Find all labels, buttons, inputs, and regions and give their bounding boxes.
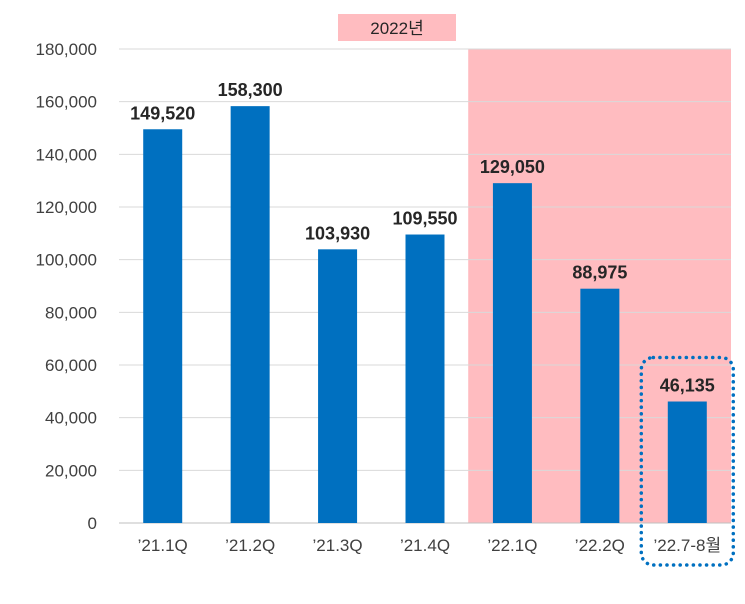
data-label: 129,050 <box>480 157 545 177</box>
x-tick-label: ’21.2Q <box>225 536 275 555</box>
x-tick-label: ’21.4Q <box>400 536 450 555</box>
legend-label-2022: 2022년 <box>370 19 423 38</box>
data-label: 158,300 <box>218 80 283 100</box>
y-tick-label: 80,000 <box>45 303 97 322</box>
y-tick-label: 120,000 <box>36 198 97 217</box>
emphasis-box-layer <box>639 355 736 567</box>
data-label-layer: 149,520 158,300 103,930 109,550 129,050 88,97… <box>130 80 715 395</box>
y-tick-label: 0 <box>88 514 97 533</box>
bar <box>492 183 532 523</box>
data-label: 149,520 <box>130 103 195 123</box>
emphasis-dotted-box <box>639 355 736 567</box>
data-label: 46,135 <box>660 376 715 396</box>
data-label: 109,550 <box>392 209 457 229</box>
x-axis: ’21.1Q ’21.2Q ’21.3Q ’21.4Q ’22.1Q ’22.2Q ’22.… <box>138 536 721 555</box>
bar <box>405 234 445 524</box>
x-tick-label: ’22.2Q <box>575 536 625 555</box>
data-label: 103,930 <box>305 223 370 243</box>
y-tick-label: 60,000 <box>45 356 97 375</box>
y-axis: 0 20,000 40,000 60,000 80,000 100,000 120,000 1… <box>36 40 97 533</box>
x-tick-label: ’21.3Q <box>313 536 363 555</box>
x-tick-label: ’22.7-8월 <box>653 536 721 555</box>
y-tick-label: 20,000 <box>45 461 97 480</box>
legend: 2022년 <box>338 14 456 41</box>
y-tick-label: 140,000 <box>36 145 97 164</box>
x-tick-label: ’21.1Q <box>138 536 188 555</box>
x-tick-label: ’22.1Q <box>487 536 537 555</box>
legend-swatch-2022 <box>338 14 456 41</box>
bar <box>580 288 620 523</box>
y-tick-label: 40,000 <box>45 409 97 428</box>
bar <box>143 129 183 523</box>
y-tick-label: 100,000 <box>36 251 97 270</box>
bar-layer <box>143 106 707 524</box>
bar <box>230 106 270 523</box>
y-tick-label: 180,000 <box>36 40 97 59</box>
bar <box>667 401 707 523</box>
data-label: 88,975 <box>572 263 627 283</box>
bar <box>318 249 358 523</box>
y-tick-label: 160,000 <box>36 93 97 112</box>
